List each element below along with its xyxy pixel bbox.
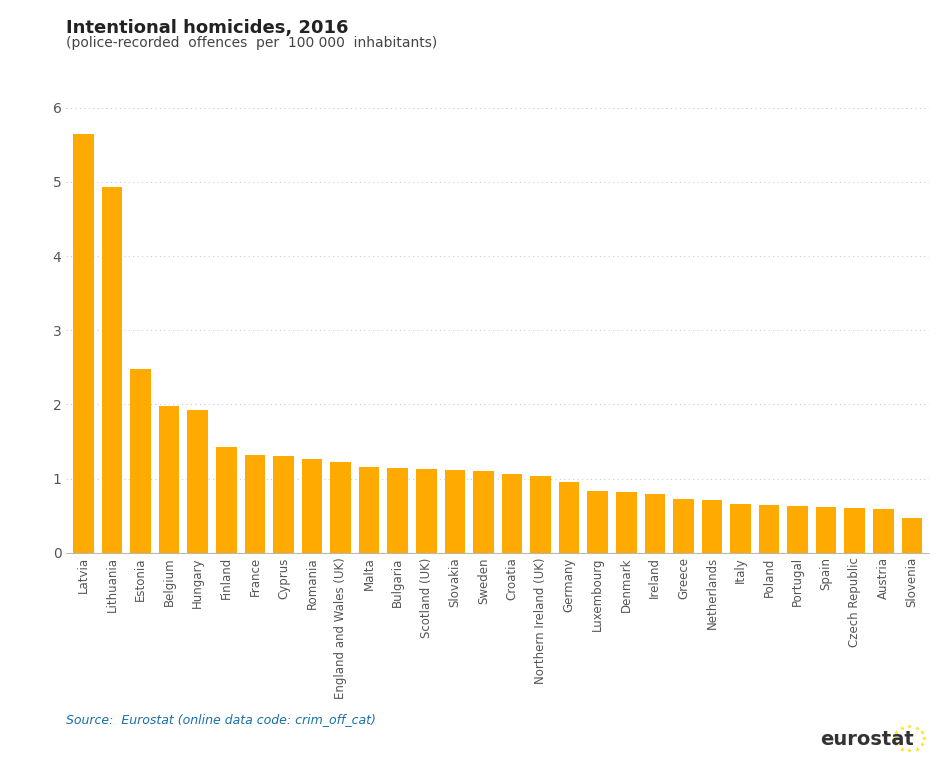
Bar bbox=[301, 459, 322, 553]
Bar bbox=[702, 500, 722, 553]
Bar bbox=[330, 462, 351, 553]
Bar bbox=[188, 410, 208, 553]
Bar bbox=[245, 455, 265, 553]
Bar bbox=[673, 498, 694, 553]
Bar bbox=[816, 507, 836, 553]
Bar bbox=[788, 506, 808, 553]
Bar bbox=[130, 369, 151, 553]
Bar bbox=[730, 504, 751, 553]
Bar bbox=[359, 467, 379, 553]
Bar bbox=[873, 509, 894, 553]
Bar bbox=[273, 456, 294, 553]
Bar bbox=[902, 518, 922, 553]
Bar bbox=[645, 495, 665, 553]
Text: Source:  Eurostat (online data code: crim_off_cat): Source: Eurostat (online data code: crim… bbox=[66, 713, 376, 726]
Bar bbox=[159, 406, 179, 553]
Bar bbox=[73, 134, 94, 553]
Bar bbox=[616, 492, 636, 553]
Bar bbox=[588, 491, 608, 553]
Text: eurostat: eurostat bbox=[820, 730, 914, 749]
Bar bbox=[388, 468, 408, 553]
Bar bbox=[501, 475, 522, 553]
Bar bbox=[416, 469, 437, 553]
Bar bbox=[216, 447, 237, 553]
Bar bbox=[845, 508, 866, 553]
Bar bbox=[558, 482, 579, 553]
Bar bbox=[530, 475, 551, 553]
Bar bbox=[101, 187, 122, 553]
Bar bbox=[473, 472, 494, 553]
Text: Intentional homicides, 2016: Intentional homicides, 2016 bbox=[66, 19, 349, 37]
Bar bbox=[758, 505, 779, 553]
Bar bbox=[445, 470, 465, 553]
Text: (police-recorded  offences  per  100 000  inhabitants): (police-recorded offences per 100 000 in… bbox=[66, 36, 438, 50]
